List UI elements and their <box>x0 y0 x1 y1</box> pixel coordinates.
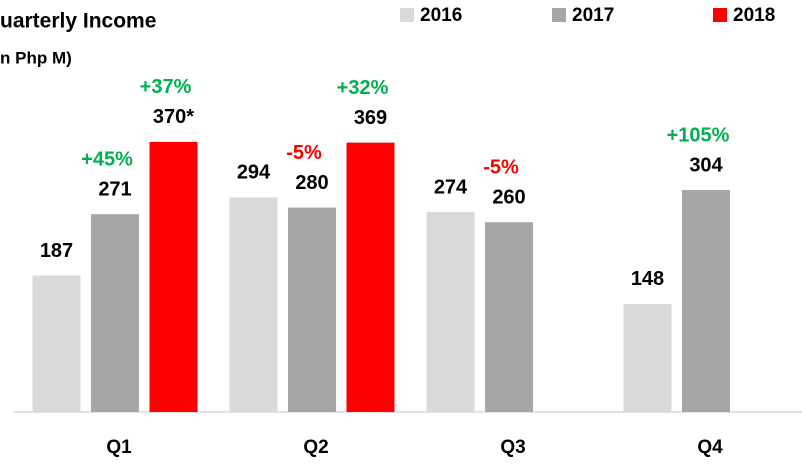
legend-label: 2016 <box>420 5 462 26</box>
change-label: +32% <box>337 77 389 99</box>
value-label: 294 <box>237 162 271 184</box>
value-label: 187 <box>40 240 73 262</box>
chart-title: uarterly Income <box>0 10 156 33</box>
bar <box>91 214 139 412</box>
change-label: +37% <box>140 76 192 98</box>
x-tick-label: Q2 <box>303 437 328 458</box>
x-tick-label: Q3 <box>500 437 525 458</box>
x-tick-label: Q1 <box>106 437 132 458</box>
value-label: 369 <box>354 107 387 129</box>
change-label: -5% <box>483 156 519 178</box>
bar <box>682 190 730 412</box>
change-label: +45% <box>81 148 133 170</box>
value-label: 280 <box>295 172 328 194</box>
bar <box>229 197 278 412</box>
change-label: +105% <box>667 124 730 146</box>
value-label: 304 <box>689 154 723 176</box>
legend-swatch <box>552 8 566 22</box>
bar <box>623 303 672 412</box>
bar <box>32 275 81 412</box>
bar <box>149 141 198 412</box>
legend-swatch <box>713 8 727 22</box>
bar <box>288 207 336 412</box>
legend-label: 2018 <box>733 5 775 26</box>
value-label: 260 <box>492 186 525 208</box>
value-label: 148 <box>631 268 664 290</box>
bar <box>346 142 395 412</box>
value-label: 370* <box>153 106 194 128</box>
value-label: 274 <box>434 176 468 198</box>
x-tick-label: Q4 <box>697 437 723 458</box>
bar <box>426 211 475 412</box>
legend-swatch <box>400 8 414 22</box>
bar <box>485 222 533 412</box>
change-label: -5% <box>286 142 322 164</box>
legend-label: 2017 <box>572 5 614 26</box>
chart-subtitle: n Php M) <box>0 48 72 67</box>
value-label: 271 <box>98 178 131 200</box>
